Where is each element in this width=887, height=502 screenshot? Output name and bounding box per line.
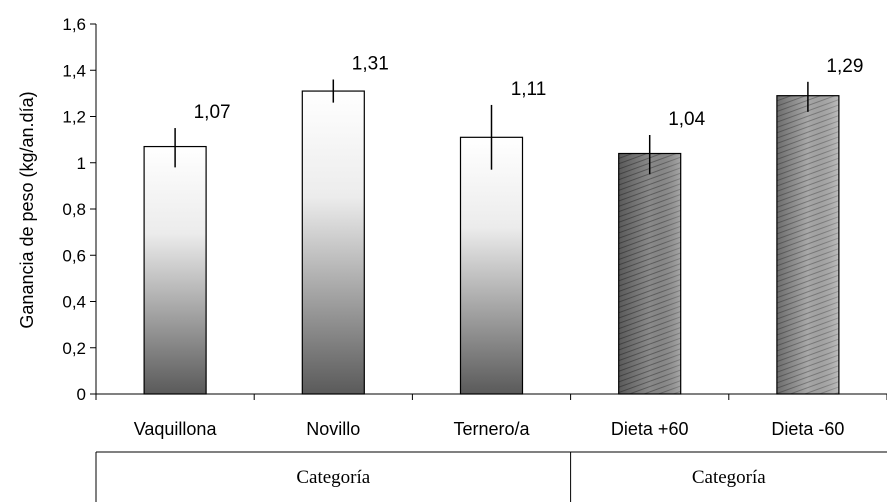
bar-outline xyxy=(618,152,682,395)
y-tick-label: 0,2 xyxy=(62,339,86,358)
y-tick-label: 1,2 xyxy=(62,108,86,127)
y-axis: 0 0,2 0,4 0,6 0,8 1 1,2 1,4 1,6 xyxy=(62,15,97,404)
data-label: 1,29 xyxy=(826,56,863,77)
y-tick-label: 0,8 xyxy=(62,200,86,219)
y-tick-label: 1,6 xyxy=(62,15,86,34)
value-labels: 1,07 1,31 1,11 1,04 1,29 xyxy=(194,54,864,131)
y-tick-label: 1,4 xyxy=(62,61,86,80)
bar xyxy=(143,145,207,395)
y-axis-label: Ganancia de peso (kg/an.día) xyxy=(17,91,37,328)
error-bars xyxy=(174,79,809,175)
group-label: Categoría xyxy=(692,467,766,488)
x-tick-label: Ternero/a xyxy=(453,419,530,439)
data-label: 1,07 xyxy=(194,102,231,123)
bar xyxy=(301,90,365,395)
bar-outline xyxy=(776,95,840,395)
y-tick-label: 0 xyxy=(77,385,86,404)
x-tick-label: Dieta +60 xyxy=(611,419,689,439)
y-tick-label: 0,6 xyxy=(62,246,86,265)
x-tick-label: Vaquillona xyxy=(134,419,218,439)
data-label: 1,11 xyxy=(511,79,547,100)
y-tick-label: 1 xyxy=(77,154,86,173)
bar xyxy=(459,136,524,395)
data-label: 1,31 xyxy=(352,54,389,75)
x-tick-label: Dieta -60 xyxy=(771,419,844,439)
x-axis: Vaquillona Novillo Ternero/a Dieta +60 Dieta… xyxy=(95,393,887,439)
data-label: 1,04 xyxy=(668,109,705,130)
group-label: Categoría xyxy=(296,467,370,488)
y-tick-label: 0,4 xyxy=(62,293,86,312)
x-tick-label: Novillo xyxy=(306,419,360,439)
group-table: Categoría Categoría xyxy=(95,451,887,502)
